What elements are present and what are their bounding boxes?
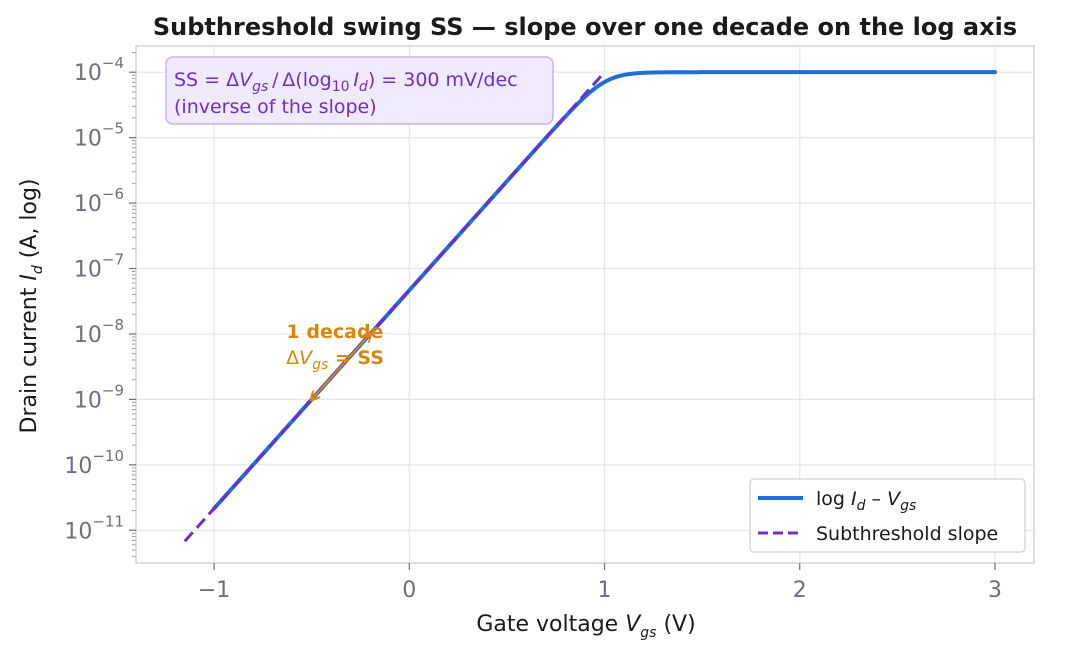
plot-area [183,70,997,543]
minor-ticks [132,51,136,557]
y-axis-ticks: 10−11 10−10 10−9 10−8 10−7 10−6 10−5 10−4 [64,54,136,544]
x-tick-label-3: 2 [793,578,807,603]
annotation-box-frame [165,56,554,125]
decade-annotation-line-1: 1 decade [287,321,384,343]
annotation-box-line-1: SS = ΔVgs / Δ(log10 Id) = 300 mV/dec [174,69,518,95]
y-tick-label-2: 10−9 [74,381,124,413]
plot-frame [135,45,1035,564]
x-tick-label-4: 3 [988,578,1002,603]
y-tick-label-3: 10−8 [74,316,124,348]
chart-title: Subthreshold swing SS — slope over one d… [153,13,1017,41]
y-tick-label-4: 10−7 [74,251,124,283]
decade-annotation: 1 decade ΔVgs = SS [286,321,384,399]
decade-arrow [312,334,371,399]
y-tick-label-6: 10−5 [74,120,124,152]
legend-frame [749,478,1026,553]
decade-annotation-line-2: ΔVgs = SS [286,347,384,373]
annotation-box-line-2: (inverse of the slope) [174,96,377,118]
legend-label-subthreshold-slope: Subthreshold slope [816,523,998,545]
annotation-box: SS = ΔVgs / Δ(log10 Id) = 300 mV/dec (in… [165,56,554,125]
x-axis-ticks: −1 0 1 2 3 [198,563,1002,603]
x-tick-label-0: −1 [198,578,230,603]
legend-label-id-vgs: log Id – Vgs [816,488,916,514]
y-tick-label-1: 10−10 [64,447,124,479]
y-tick-label-5: 10−6 [74,185,124,217]
y-tick-label-0: 10−11 [64,512,124,544]
x-tick-label-1: 0 [402,578,416,603]
x-tick-label-2: 1 [598,578,612,603]
y-tick-label-7: 10−4 [74,54,124,86]
legend: log Id – Vgs Subthreshold slope [749,478,1026,553]
series-line-subthreshold-slope [183,71,606,543]
y-axis-label: Drain current Id (A, log) [17,179,46,434]
x-axis-label: Gate voltage Vgs (V) [476,612,695,641]
